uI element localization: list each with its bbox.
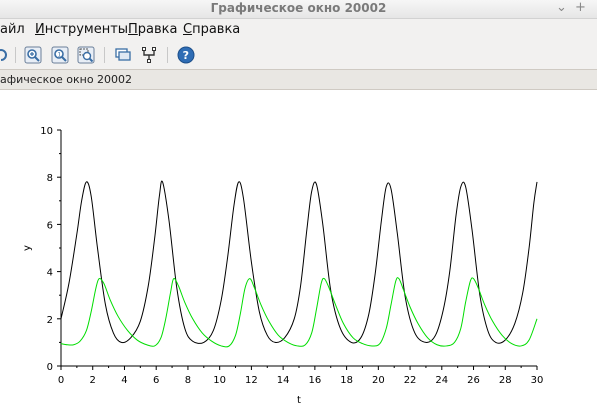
menu-tools[interactable]: Инструменты bbox=[35, 22, 128, 37]
menu-help-label: Справка bbox=[183, 22, 241, 37]
zoom-icon[interactable] bbox=[24, 46, 42, 64]
help-icon[interactable]: ? bbox=[177, 46, 195, 64]
menu-file-label: айл bbox=[0, 22, 25, 37]
x-tick-label: 14 bbox=[277, 375, 290, 386]
series-line-black bbox=[60, 180, 538, 344]
x-tick-label: 6 bbox=[153, 375, 159, 386]
menu-file[interactable]: айл bbox=[0, 22, 25, 37]
x-tick-label: 26 bbox=[467, 375, 480, 386]
svg-text:?: ? bbox=[183, 49, 189, 62]
y-axis-label: y bbox=[22, 245, 33, 251]
minimize-button[interactable]: ⌄ bbox=[556, 0, 567, 15]
datatip-icon[interactable] bbox=[114, 46, 132, 64]
menu-edit-label: Правка bbox=[128, 22, 178, 37]
y-tick-label: 8 bbox=[47, 173, 53, 184]
window-title: Графическое окно 20002 bbox=[210, 1, 387, 15]
x-tick-label: 4 bbox=[121, 375, 127, 386]
x-tick-label: 8 bbox=[185, 375, 191, 386]
toolbar-separator bbox=[167, 47, 168, 63]
menu-help[interactable]: Справка bbox=[183, 22, 240, 37]
rotate-icon[interactable] bbox=[0, 46, 10, 64]
menu-edit[interactable]: Правка bbox=[128, 22, 177, 37]
svg-text:1: 1 bbox=[57, 51, 61, 58]
toolbar: 1 ? bbox=[0, 41, 597, 69]
x-tick-label: 10 bbox=[213, 375, 226, 386]
menu-bar: айл Инструменты Правка Справка bbox=[0, 19, 597, 41]
plot-area: 0 2 4 6 8 10 12 14 16 18 20 22 24 26 28 30 0 2 4 6 8 10 t y bbox=[0, 90, 597, 408]
series-line-green bbox=[60, 277, 538, 348]
y-tick-label: 2 bbox=[47, 315, 53, 326]
x-tick-label: 20 bbox=[372, 375, 385, 386]
y-tick-label: 0 bbox=[47, 362, 53, 373]
x-tick-label: 24 bbox=[435, 375, 448, 386]
x-tick-label: 12 bbox=[245, 375, 258, 386]
y-tick-label: 6 bbox=[47, 220, 53, 231]
toolbar-separator bbox=[15, 47, 16, 63]
edit-axes-icon[interactable] bbox=[140, 46, 158, 64]
status-bar: афическое окно 20002 bbox=[0, 69, 597, 90]
x-tick-label: 16 bbox=[308, 375, 321, 386]
y-tick-label: 10 bbox=[40, 126, 53, 137]
y-tick-label: 4 bbox=[47, 268, 53, 279]
x-axis-label: t bbox=[297, 395, 301, 406]
maximize-button[interactable]: + bbox=[575, 0, 586, 15]
toolbar-separator bbox=[104, 47, 105, 63]
x-tick-label: 2 bbox=[90, 375, 96, 386]
x-tick-label: 28 bbox=[499, 375, 512, 386]
status-text: афическое окно 20002 bbox=[0, 73, 133, 86]
zoom-fit-icon[interactable]: 1 bbox=[51, 46, 69, 64]
x-tick-label: 30 bbox=[531, 375, 544, 386]
zoom-select-icon[interactable] bbox=[77, 46, 95, 64]
x-tick-label: 0 bbox=[58, 375, 64, 386]
menu-tools-label: Инструменты bbox=[35, 22, 129, 37]
x-tick-label: 22 bbox=[404, 375, 417, 386]
x-tick-label: 18 bbox=[340, 375, 353, 386]
title-bar: Графическое окно 20002 ⌄ + bbox=[0, 0, 597, 19]
